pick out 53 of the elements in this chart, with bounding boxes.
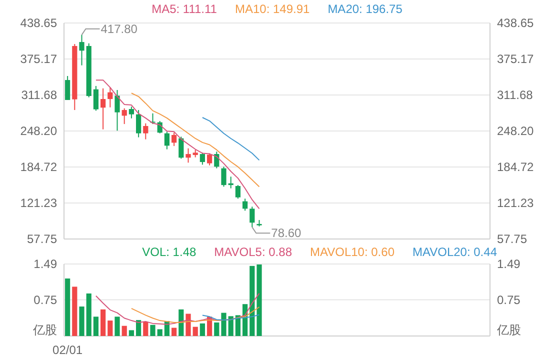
y-tick-label: 亿股 <box>32 323 57 337</box>
candlestick <box>93 85 99 112</box>
y2-tick-label: 311.68 <box>497 88 534 102</box>
candlestick <box>250 206 255 228</box>
text: MAVOL10: 0.60 <box>310 245 395 259</box>
annotation: 78.60 <box>271 226 302 240</box>
candlestick <box>171 132 177 147</box>
y-tick-label: 121.23 <box>20 196 58 210</box>
y2-tick-label: 57.75 <box>497 232 528 246</box>
candlestick <box>178 136 184 160</box>
candlestick <box>128 106 134 119</box>
y2-tick-label: 亿股 <box>496 323 521 337</box>
y2-tick-label: 248.20 <box>497 124 534 138</box>
y-tick-label: 438.65 <box>20 16 58 30</box>
candlestick <box>186 148 191 164</box>
text: MA20: 196.75 <box>328 2 403 16</box>
y2-tick-label: 438.65 <box>497 16 534 30</box>
y-tick-label: 311.68 <box>21 88 58 102</box>
candlestick <box>221 166 226 188</box>
y-tick-label: 57.75 <box>26 232 58 246</box>
line-series <box>95 80 260 210</box>
candlestick <box>108 86 113 108</box>
candlestick <box>79 34 84 66</box>
line-series <box>130 92 260 188</box>
line-series <box>202 117 260 161</box>
candlestick <box>242 198 248 212</box>
candlestick <box>114 90 120 132</box>
y-tick-label: 184.72 <box>20 160 58 174</box>
annotation: 417.80 <box>100 22 138 36</box>
text: MAVOL5: 0.88 <box>214 245 292 259</box>
candlestick <box>136 110 142 138</box>
candlestick <box>122 108 127 125</box>
text: MA10: 149.91 <box>234 2 310 16</box>
candlestick <box>164 131 170 150</box>
y-tick-label: 1.49 <box>34 257 58 271</box>
y-tick-label: 248.20 <box>20 124 58 138</box>
y2-tick-label: 121.23 <box>497 196 534 210</box>
y2-tick-label: 375.17 <box>497 52 534 66</box>
text: MAVOL20: 0.44 <box>412 245 498 259</box>
candlestick <box>200 152 206 166</box>
y-tick-label: 0.75 <box>34 292 58 307</box>
candlestick <box>235 184 241 200</box>
y2-tick-label: 0.75 <box>497 292 521 307</box>
candlestick <box>100 88 106 130</box>
text: VOL: 1.48 <box>142 245 196 259</box>
y-tick-label: 375.17 <box>20 52 58 66</box>
text: MA5: 111.11 <box>152 2 218 16</box>
candlestick <box>143 122 148 140</box>
y2-tick-label: 184.72 <box>497 160 534 174</box>
candlestick <box>206 152 212 166</box>
candlestick <box>64 75 70 100</box>
y2-tick-label: 1.49 <box>497 257 521 271</box>
x-tick-label: 02/01 <box>52 343 83 357</box>
